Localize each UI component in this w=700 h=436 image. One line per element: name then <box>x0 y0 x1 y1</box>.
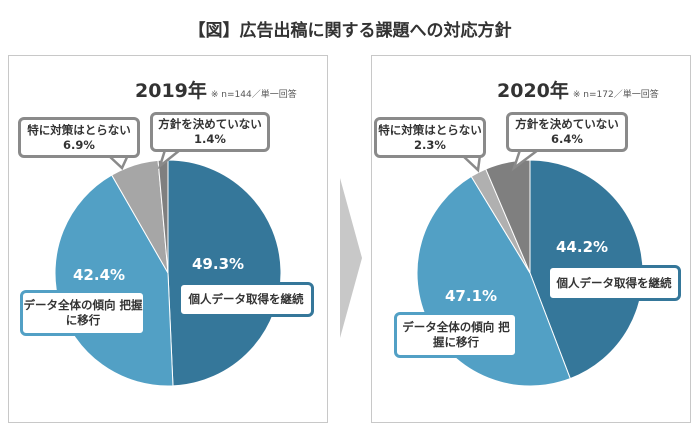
slice-value-continue-2019: 49.3% <box>192 255 245 273</box>
slice-value: 2.3% <box>414 137 446 152</box>
year-2019-heading: 2019年 ※ n=144／単一回答 <box>135 76 297 103</box>
pie-slice-continue-2019年 <box>167 159 282 387</box>
slice-value: 1.4% <box>194 132 226 146</box>
slice-value-shift-2019: 42.4% <box>73 266 126 284</box>
sample-note: ※ n=144／単一回答 <box>210 90 297 100</box>
slice-label: 特に対策はとらない <box>378 122 482 137</box>
sample-note: ※ n=172／単一回答 <box>572 90 659 100</box>
slice-label: 個人データ取得を継続 <box>556 275 672 290</box>
year-2020-heading: 2020年 ※ n=172／単一回答 <box>497 76 659 103</box>
panel-2019 <box>8 55 328 423</box>
slice-label: 特に対策はとらない <box>27 122 131 137</box>
slice-label: 方針を決めていない <box>158 117 262 131</box>
slice-label: データ全体の傾向 把握に移行 <box>23 298 143 327</box>
callout-undecided-2020: 方針を決めていない 6.4% <box>506 112 628 152</box>
panel-2020 <box>371 55 691 423</box>
slice-label: 個人データ取得を継続 <box>188 292 304 306</box>
callout-shift-2019: データ全体の傾向 把握に移行 <box>20 290 146 336</box>
slice-value: 6.4% <box>551 132 583 146</box>
slice-value-continue-2020: 44.2% <box>556 238 609 256</box>
callout-none-2019: 特に対策はとらない 6.9% <box>18 117 140 158</box>
slice-value: 6.9% <box>63 137 95 152</box>
slice-value-shift-2020: 47.1% <box>445 287 498 305</box>
year-title: 2019年 <box>135 80 207 102</box>
figure-title: 【図】広告出稿に関する課題への対応方針 <box>188 21 512 41</box>
callout-undecided-2019: 方針を決めていない 1.4% <box>150 112 270 152</box>
callout-continue-2019: 個人データ取得を継続 <box>178 282 314 317</box>
slice-label: データ全体の傾向 把握に移行 <box>402 320 510 349</box>
callout-continue-2020: 個人データ取得を継続 <box>547 265 681 301</box>
transition-arrow <box>340 178 362 338</box>
callout-shift-2020: データ全体の傾向 把握に移行 <box>394 312 518 358</box>
callout-none-2020: 特に対策はとらない 2.3% <box>374 117 486 158</box>
year-title: 2020年 <box>497 80 569 102</box>
slice-label: 方針を決めていない <box>515 117 619 131</box>
